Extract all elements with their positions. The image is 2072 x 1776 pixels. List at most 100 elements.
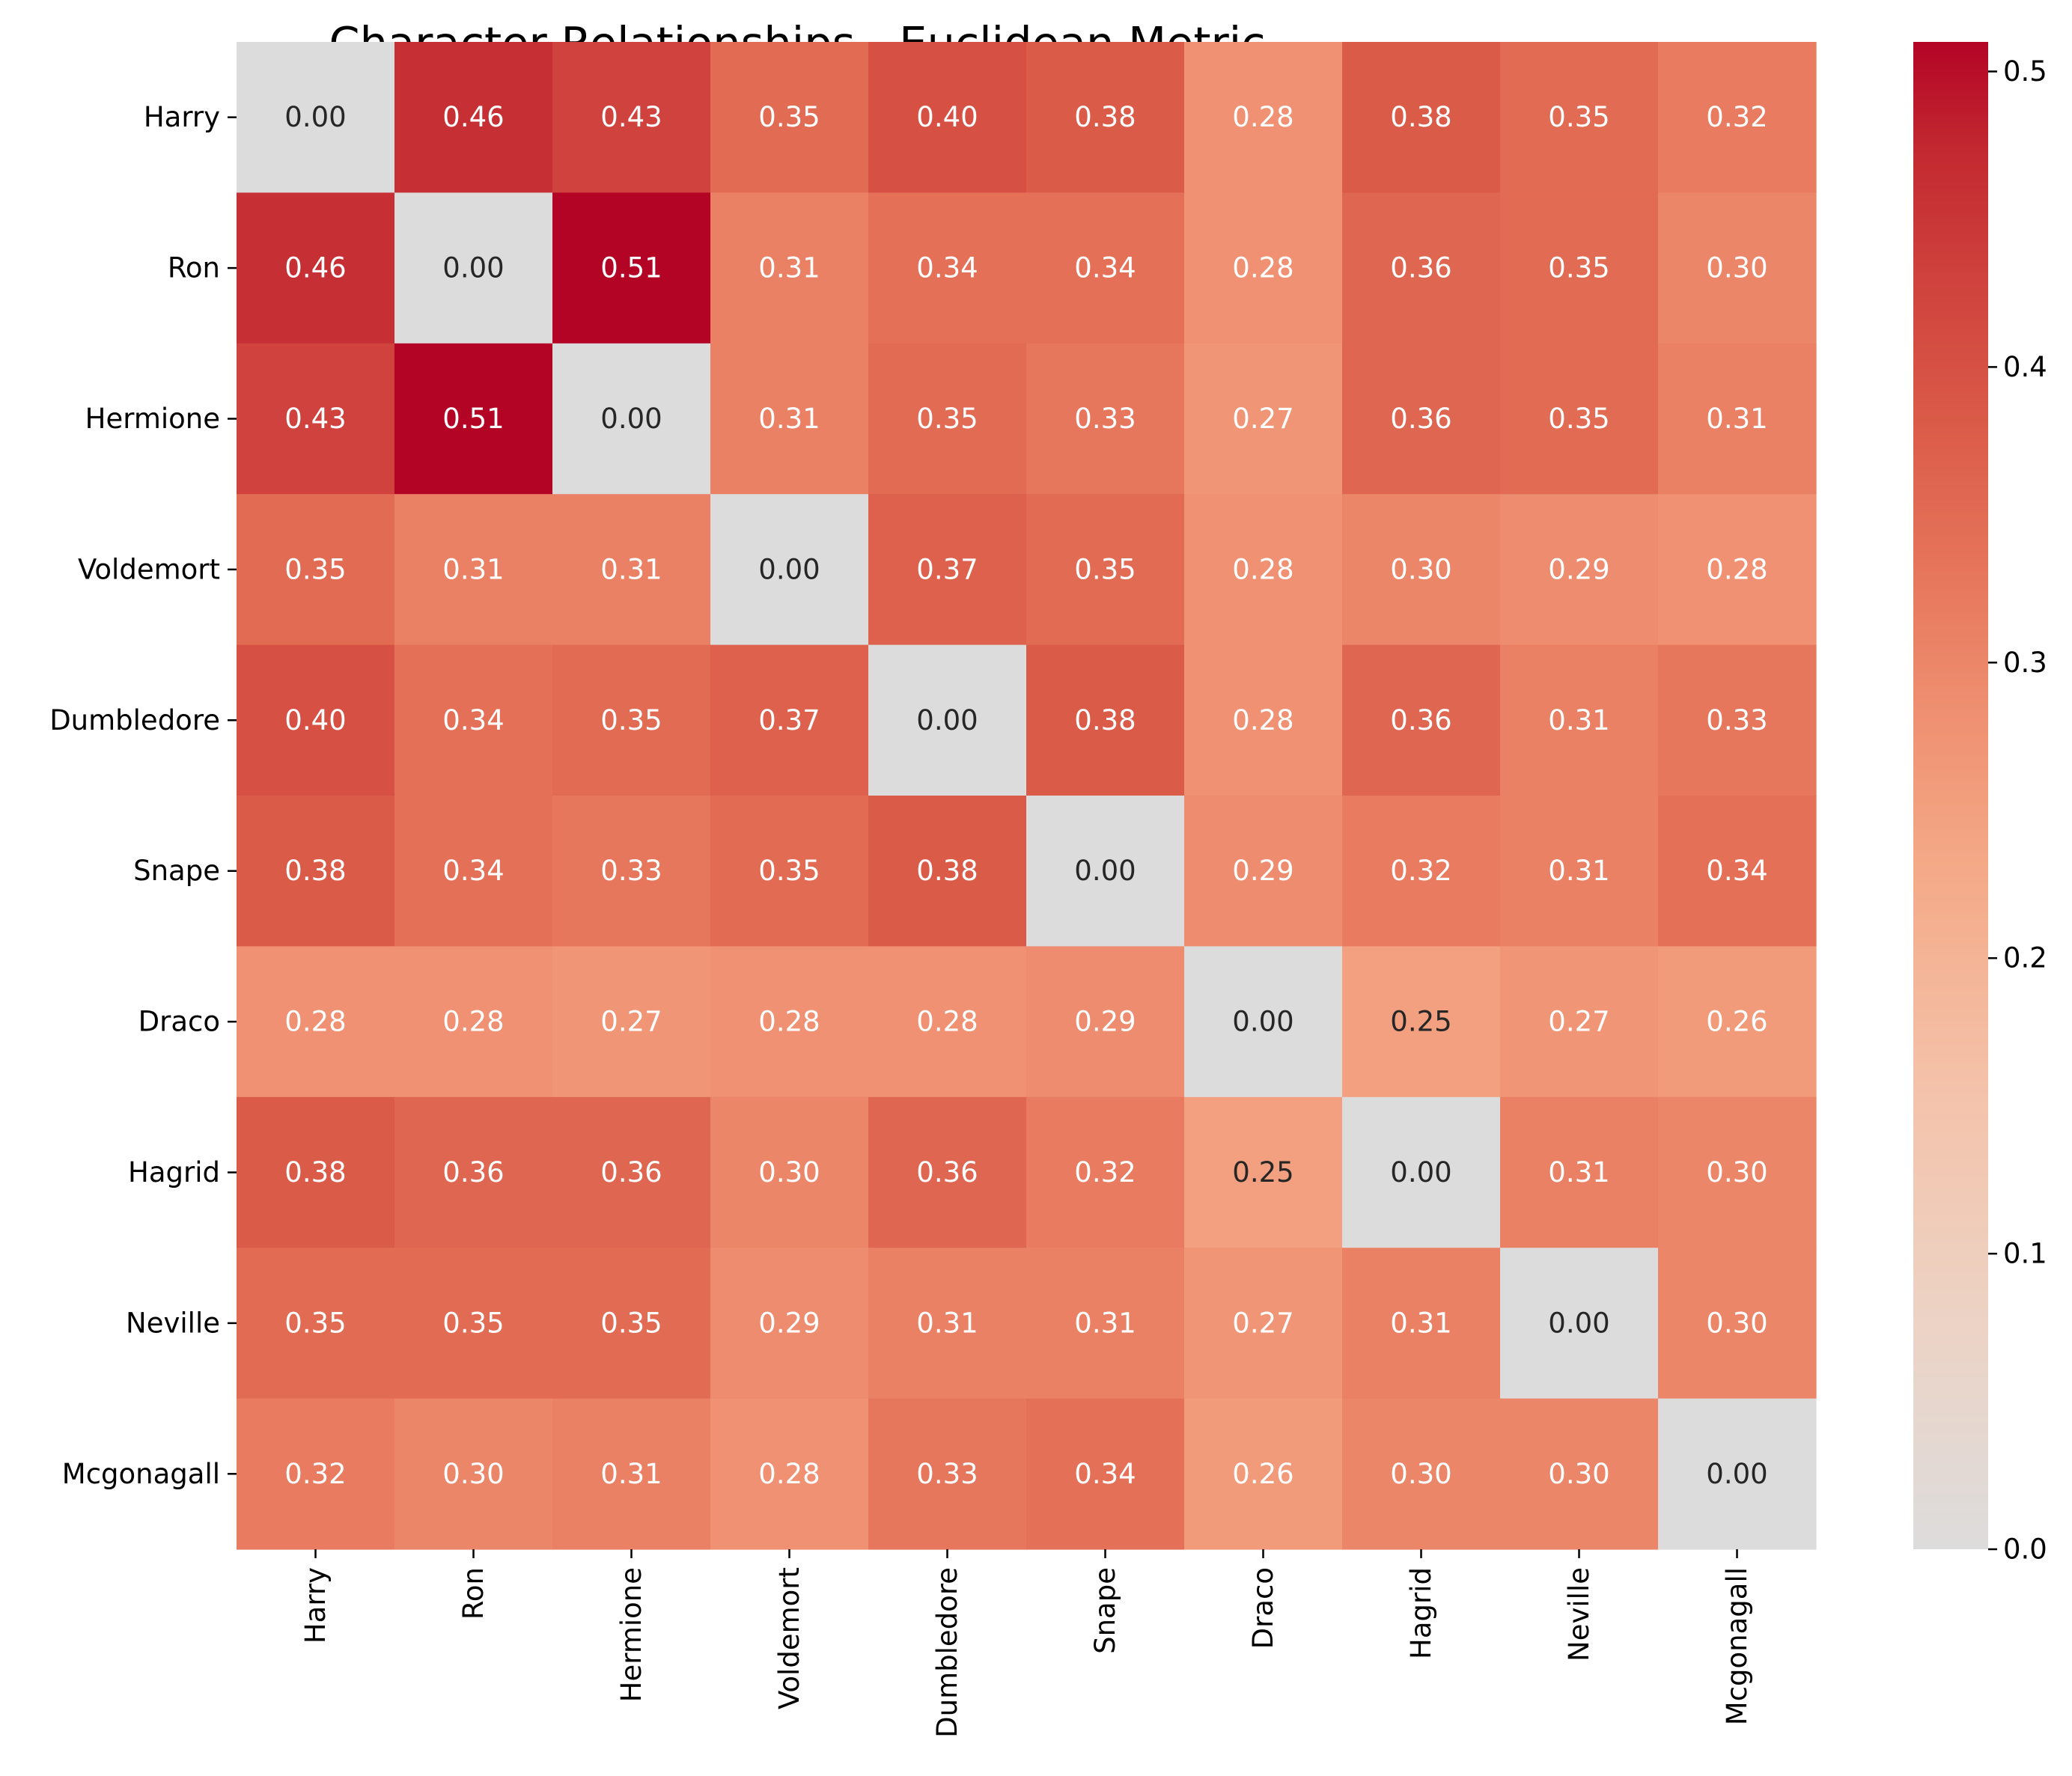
cell-value-label: 0.25	[1232, 1156, 1294, 1188]
cell-value-label: 0.34	[442, 855, 504, 887]
cell-value-label: 0.37	[916, 553, 978, 585]
heatmap-cell-ron-harry	[237, 192, 395, 344]
heatmap-cell-draco-ron	[394, 946, 553, 1098]
cell-value-label: 0.35	[600, 704, 662, 736]
cell-value-label: 0.31	[1390, 1307, 1451, 1339]
heatmap-cell-hermione-harry	[237, 343, 395, 495]
cell-value-label: 0.29	[1232, 855, 1294, 887]
cell-value-label: 0.31	[1548, 855, 1609, 887]
cell-value-label: 0.36	[1390, 403, 1451, 435]
heatmap-cell-harry-voldemort	[710, 42, 869, 193]
heatmap-cell-snape-voldemort	[710, 796, 869, 947]
colorbar-tick-label: 0.4	[2003, 351, 2047, 383]
heatmap-cell-snape-neville	[1500, 796, 1659, 947]
heatmap-cell-hagrid-hagrid	[1342, 1096, 1501, 1248]
heatmap-cell-neville-draco	[1184, 1248, 1343, 1400]
cell-value-label: 0.38	[1390, 101, 1451, 133]
heatmap-cell-mcgonagall-snape	[1026, 1398, 1185, 1550]
heatmap-cell-snape-draco	[1184, 796, 1343, 947]
cell-value-label: 0.43	[284, 403, 346, 435]
colorbar-tick-label: 0.0	[2003, 1534, 2047, 1566]
cell-value-label: 0.38	[1074, 704, 1136, 736]
cell-value-label: 0.38	[284, 1156, 346, 1188]
column-label-harry: Harry	[299, 1567, 332, 1644]
cell-value-label: 0.30	[1548, 1458, 1609, 1490]
colorbar-tick-label: 0.3	[2003, 647, 2047, 679]
cell-value-label: 0.25	[1390, 1006, 1451, 1038]
column-label-snape: Snape	[1089, 1567, 1121, 1654]
colorbar-tick-label: 0.1	[2003, 1238, 2047, 1270]
cell-value-label: 0.38	[1074, 101, 1136, 133]
heatmap-cell-hermione-neville	[1500, 343, 1659, 495]
column-label-hagrid: Hagrid	[1405, 1567, 1437, 1659]
heatmap-cell-dumbledore-voldemort	[710, 644, 869, 796]
cell-value-label: 0.31	[1706, 403, 1767, 435]
cell-value-label: 0.38	[284, 855, 346, 887]
cell-value-label: 0.29	[1074, 1006, 1136, 1038]
heatmap-cell-hagrid-ron	[394, 1096, 553, 1248]
cell-value-label: 0.28	[916, 1006, 978, 1038]
heatmap-cell-harry-ron	[394, 42, 553, 193]
cell-value-label: 0.00	[1232, 1006, 1294, 1038]
heatmap-cell-hagrid-harry	[237, 1096, 395, 1248]
cell-value-label: 0.33	[600, 855, 662, 887]
heatmap-cell-neville-hagrid	[1342, 1248, 1501, 1400]
cell-value-label: 0.35	[1548, 252, 1609, 284]
colorbar-tick-label: 0.2	[2003, 942, 2047, 974]
row-label-snape: Snape	[133, 855, 220, 887]
heatmap-cell-mcgonagall-dumbledore	[868, 1398, 1027, 1550]
cell-value-label: 0.35	[1074, 553, 1136, 585]
cell-value-label: 0.46	[442, 101, 504, 133]
heatmap-cell-voldemort-draco	[1184, 494, 1343, 646]
heatmap-cell-ron-ron	[394, 192, 553, 344]
heatmap-cell-dumbledore-dumbledore	[868, 644, 1027, 796]
cell-value-label: 0.28	[1232, 101, 1294, 133]
column-tick-labels: Harry Ron Hermione Voldemort Dumbledore Snape…	[299, 1549, 1753, 1738]
cell-value-label: 0.30	[1390, 1458, 1451, 1490]
cell-value-label: 0.30	[1390, 553, 1451, 585]
heatmap-cell-hagrid-neville	[1500, 1096, 1659, 1248]
heatmap-cell-ron-hagrid	[1342, 192, 1501, 344]
heatmap-cell-hermione-voldemort	[710, 343, 869, 495]
heatmap-cell-hermione-hermione	[552, 343, 711, 495]
cell-value-label: 0.00	[1074, 855, 1136, 887]
heatmap-cell-harry-draco	[1184, 42, 1343, 193]
cell-value-label: 0.27	[1548, 1006, 1609, 1038]
cell-value-label: 0.34	[1074, 252, 1136, 284]
row-label-neville: Neville	[126, 1307, 220, 1339]
heatmap-cell-draco-voldemort	[710, 946, 869, 1098]
heatmap-cell-snape-mcgonagall	[1658, 796, 1817, 947]
heatmap-cell-harry-mcgonagall	[1658, 42, 1817, 193]
heatmap-cell-harry-hermione	[552, 42, 711, 193]
heatmap-cell-neville-snape	[1026, 1248, 1185, 1400]
cell-value-label: 0.35	[758, 855, 820, 887]
heatmap-cell-neville-mcgonagall	[1658, 1248, 1817, 1400]
row-label-dumbledore: Dumbledore	[49, 704, 220, 736]
colorbar: 0.0 0.1 0.2 0.3 0.4 0.5	[1913, 42, 2047, 1566]
cell-value-label: 0.00	[442, 252, 504, 284]
row-label-mcgonagall: Mcgonagall	[62, 1458, 220, 1490]
cell-value-label: 0.00	[1548, 1307, 1609, 1339]
cell-value-label: 0.35	[1548, 403, 1609, 435]
heatmap-cell-dumbledore-snape	[1026, 644, 1185, 796]
cell-value-label: 0.31	[442, 553, 504, 585]
heatmap-cell-mcgonagall-mcgonagall	[1658, 1398, 1817, 1550]
cell-value-label: 0.31	[916, 1307, 978, 1339]
column-label-hermione: Hermione	[615, 1567, 648, 1702]
cell-value-label: 0.30	[1706, 1307, 1767, 1339]
cell-value-label: 0.28	[284, 1006, 346, 1038]
heatmap-cell-dumbledore-hagrid	[1342, 644, 1501, 796]
cell-value-label: 0.00	[284, 101, 346, 133]
heatmap-cell-dumbledore-draco	[1184, 644, 1343, 796]
cell-value-label: 0.28	[758, 1458, 820, 1490]
cell-value-label: 0.36	[1390, 252, 1451, 284]
heatmap-cell-ron-neville	[1500, 192, 1659, 344]
heatmap-cell-voldemort-hermione	[552, 494, 711, 646]
cell-value-label: 0.46	[284, 252, 346, 284]
row-label-ron: Ron	[168, 252, 220, 284]
cell-value-label: 0.26	[1232, 1458, 1294, 1490]
heatmap-cell-snape-dumbledore	[868, 796, 1027, 947]
cell-value-label: 0.28	[1232, 252, 1294, 284]
cell-value-label: 0.40	[916, 101, 978, 133]
heatmap-cell-hermione-dumbledore	[868, 343, 1027, 495]
